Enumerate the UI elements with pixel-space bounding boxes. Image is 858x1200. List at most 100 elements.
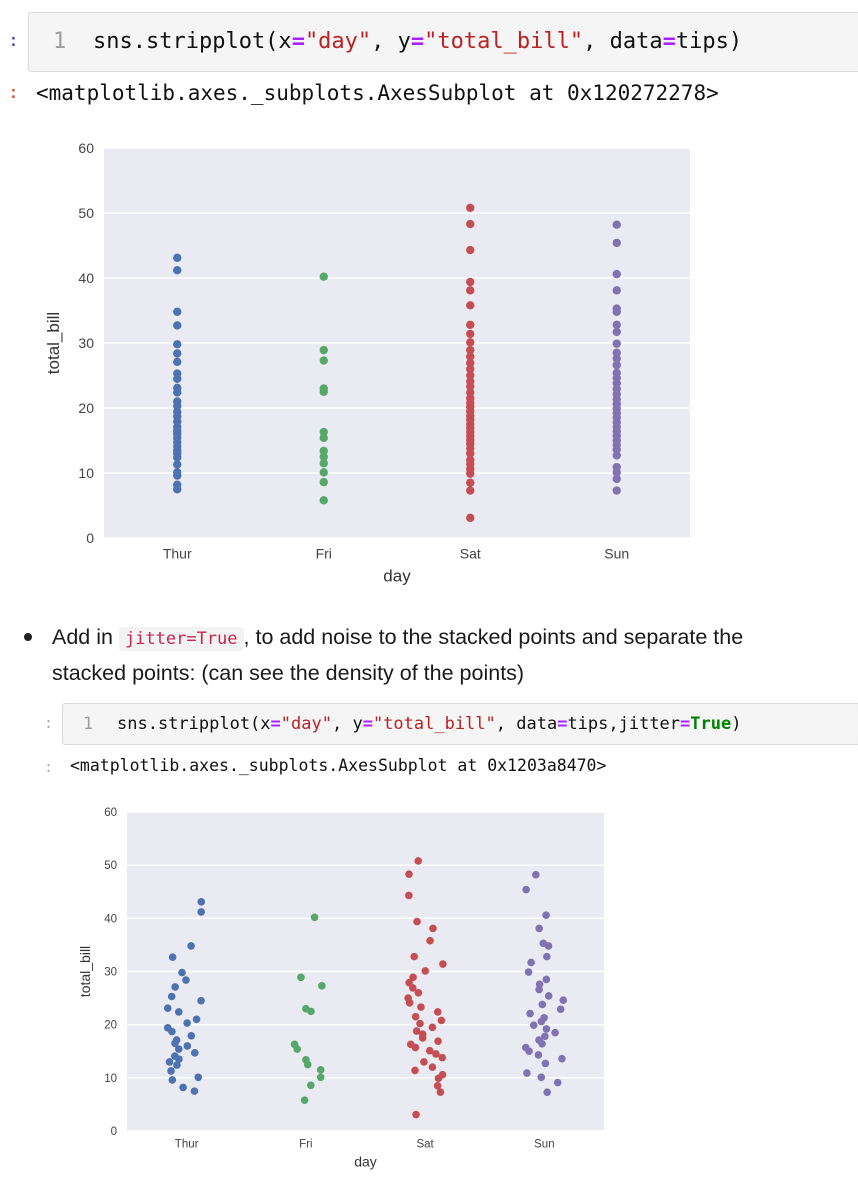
- data-point-sun: [539, 939, 548, 948]
- code-string: "day": [280, 714, 332, 734]
- data-point-sun: [551, 1028, 559, 1037]
- data-point-sun: [612, 474, 621, 484]
- data-point-thur: [171, 983, 179, 991]
- code-string: "total_bill": [372, 714, 496, 734]
- data-point-fri: [319, 345, 328, 355]
- code-text: ): [731, 714, 742, 734]
- data-point-sun: [522, 1043, 530, 1052]
- data-point-sun: [538, 1000, 547, 1009]
- data-point-sat: [433, 1082, 442, 1090]
- data-point-fri: [319, 446, 328, 456]
- data-point-sun: [543, 1088, 551, 1096]
- data-point-fri: [290, 1040, 299, 1049]
- data-point-sun: [527, 958, 535, 967]
- code-function: sns.stripplot(x: [117, 714, 271, 734]
- data-point-thur: [178, 968, 186, 977]
- code-string: "total_bill": [424, 29, 584, 54]
- data-point-thur: [173, 383, 182, 393]
- y-tick-label: 40: [78, 270, 94, 286]
- data-point-sat: [466, 478, 475, 487]
- data-point-sun: [542, 1025, 551, 1033]
- code-text: , data: [583, 29, 663, 54]
- data-point-sun: [612, 462, 621, 472]
- data-point-sat: [406, 1040, 415, 1049]
- y-tick-label: 40: [104, 913, 117, 925]
- data-point-thur: [173, 307, 182, 316]
- bullet-point: [24, 633, 32, 641]
- y-tick-label: 20: [104, 1020, 117, 1032]
- cell-1-output-text: <matplotlib.axes._subplots.AxesSubplot a…: [36, 81, 719, 105]
- data-point-fri: [302, 1004, 310, 1013]
- code-text: , y: [371, 29, 411, 54]
- input-prompt-marker: :: [8, 30, 19, 51]
- data-point-thur: [165, 1058, 174, 1066]
- data-point-sun: [542, 975, 551, 984]
- data-point-thur: [197, 908, 205, 916]
- data-point-thur: [163, 1024, 172, 1032]
- x-tick-label: Thur: [175, 1139, 199, 1151]
- data-point-thur: [187, 942, 195, 950]
- code-operator: =: [291, 29, 305, 54]
- data-point-sat: [412, 1110, 420, 1119]
- y-tick-label: 50: [104, 860, 117, 872]
- data-point-sun: [612, 327, 621, 337]
- data-point-fri: [319, 452, 328, 461]
- data-point-sat: [466, 286, 475, 295]
- data-point-sun: [553, 1078, 562, 1087]
- data-point-sat: [409, 984, 417, 992]
- data-point-fri: [302, 1055, 310, 1064]
- code-cell-2[interactable]: 1 sns.stripplot(x="day", y="total_bill", …: [62, 703, 858, 745]
- data-point-sun: [612, 486, 621, 495]
- code-operator: =: [270, 714, 281, 734]
- data-point-sun: [534, 1051, 543, 1059]
- data-point-sat: [466, 245, 475, 255]
- data-point-sat: [437, 1016, 446, 1025]
- data-point-thur: [173, 321, 182, 330]
- inline-code-jitter: jitter=True: [118, 627, 244, 651]
- data-point-sat: [466, 219, 475, 229]
- code-text: , y: [331, 714, 363, 734]
- data-point-sat: [411, 1012, 420, 1021]
- data-point-sun: [541, 1059, 550, 1068]
- data-point-sat: [429, 924, 437, 933]
- data-point-thur: [173, 266, 182, 275]
- code-operator: =: [662, 29, 676, 54]
- code-text: tips,jitter: [567, 714, 681, 734]
- data-point-sat: [466, 358, 475, 368]
- data-point-thur: [183, 1042, 192, 1050]
- code-function: sns.stripplot(x: [93, 29, 292, 54]
- data-point-thur: [173, 407, 182, 417]
- data-point-fri: [316, 1073, 325, 1082]
- data-point-thur: [173, 253, 182, 263]
- data-point-fri: [319, 496, 328, 505]
- y-axis-label: total_bill: [77, 946, 93, 997]
- y-tick-label: 30: [78, 335, 94, 351]
- data-point-sun: [612, 451, 621, 460]
- x-tick-label: Fri: [316, 545, 332, 561]
- data-point-sun: [542, 911, 550, 919]
- code-cell-1[interactable]: 1 sns.stripplot(x="day", y="total_bill", …: [28, 12, 858, 72]
- data-point-sun: [612, 339, 621, 348]
- code-operator: =: [362, 714, 373, 734]
- code-operator: =: [680, 714, 691, 734]
- data-point-sat: [466, 329, 475, 339]
- data-point-sat: [466, 377, 475, 386]
- data-point-sun: [532, 870, 540, 879]
- data-point-thur: [168, 1076, 177, 1084]
- data-point-sat: [414, 988, 423, 997]
- data-point-sat: [412, 1027, 421, 1035]
- data-point-sun: [522, 885, 530, 894]
- data-point-thur: [187, 1032, 196, 1040]
- x-tick-label: Thur: [163, 545, 192, 561]
- data-point-sat: [410, 952, 419, 961]
- data-point-fri: [316, 1066, 325, 1074]
- y-axis-label: total_bill: [44, 312, 63, 374]
- data-point-thur: [174, 1008, 183, 1016]
- data-point-sat: [418, 1030, 427, 1039]
- data-point-sun: [535, 1036, 543, 1044]
- data-point-thur: [173, 397, 182, 406]
- data-point-sat: [411, 1066, 419, 1075]
- line-number: 1: [83, 714, 94, 734]
- data-point-sat: [466, 277, 475, 287]
